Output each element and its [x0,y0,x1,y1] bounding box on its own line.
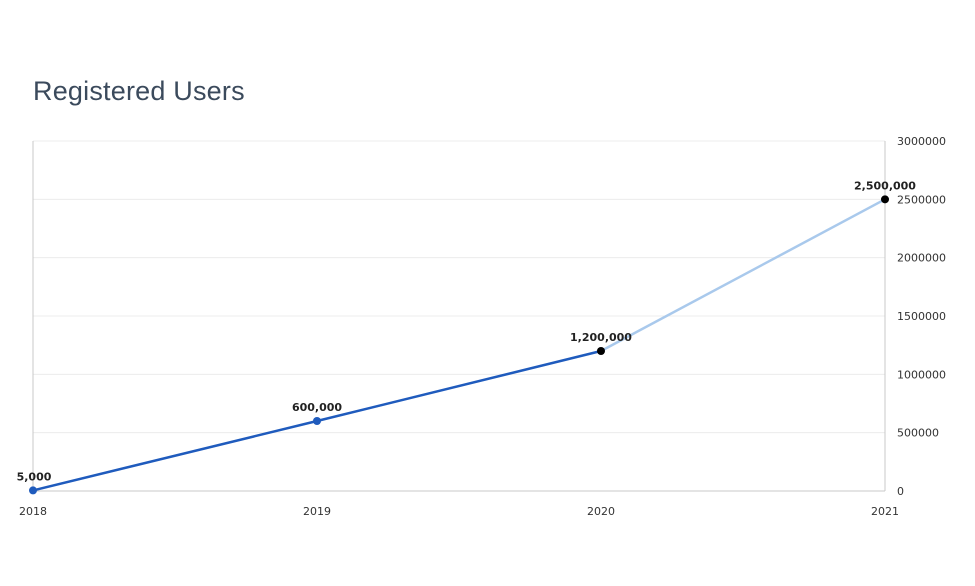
data-points [29,195,889,495]
labels: 0 500000 1000000 1500000 2000000 2500000 30000… [17,135,946,518]
projected-data-point [597,347,605,355]
projected-data-point [881,195,889,204]
data-label: 600,000 [292,401,342,414]
projected-line-segment [599,198,887,353]
gridlines [33,140,885,434]
data-label: 2,500,000 [854,179,916,192]
x-tick-label: 2020 [587,505,615,518]
actual-line-segment [31,419,319,492]
y-tick-label: 500000 [897,427,939,440]
y-tick-label: 1000000 [897,368,946,381]
y-tick-label: 2500000 [897,193,946,206]
y-tick-label: 2000000 [897,252,946,265]
y-tick-label: 3000000 [897,135,946,148]
x-tick-label: 2019 [303,505,331,518]
x-tick-label: 2021 [871,505,899,518]
actual-line-segment [315,349,603,423]
data-label: 5,000 [17,470,52,483]
data-point [29,486,37,495]
x-tick-label: 2018 [19,505,47,518]
y-tick-label: 0 [897,485,904,498]
chart-title: Registered Users [33,76,245,106]
series-lines [31,198,887,492]
y-tick-label: 1500000 [897,310,946,323]
data-point [313,417,321,425]
data-label: 1,200,000 [570,331,632,344]
